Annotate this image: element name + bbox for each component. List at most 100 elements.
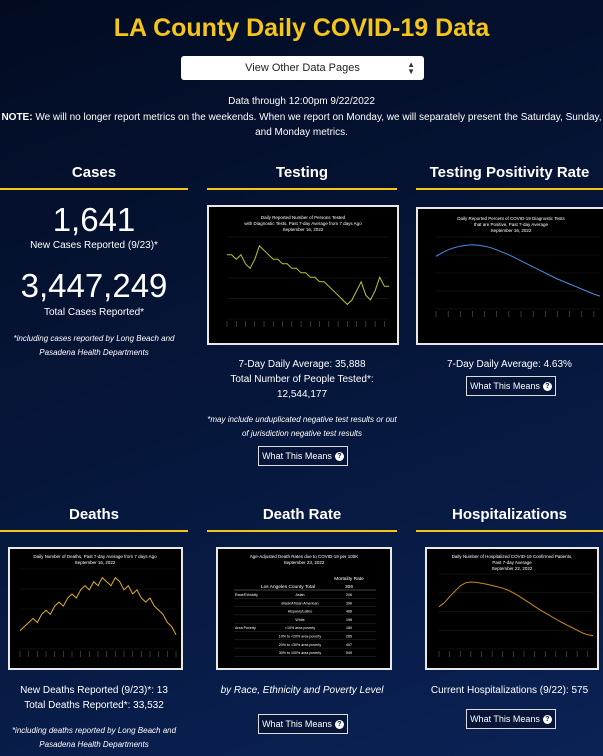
testing-chart-svg: Daily Reported Number of Persons Tested …: [226, 215, 389, 327]
deaths-series-line: [19, 576, 177, 635]
testing-footnote: *may include unduplicated negative test …: [207, 415, 397, 438]
table-row-label: White: [295, 618, 304, 622]
death-rate-table: Mortality Rate Los Angeles County Total 30…: [234, 576, 376, 657]
positivity-heading: Testing Positivity Rate: [429, 164, 590, 181]
hospitalizations-heading: Hospitalizations: [451, 506, 567, 523]
testing-chart-plot: [226, 236, 389, 327]
question-icon: ?: [334, 719, 344, 729]
table-row-value: 396: [346, 601, 352, 605]
total-deaths-label: Total Deaths Reported*: 33,532: [24, 700, 164, 711]
table-row-label: Hispanic/Latino: [288, 610, 313, 614]
testing-total-value: 12,544,177: [276, 389, 328, 400]
page-title: LA County Daily COVID-19 Data: [113, 14, 490, 42]
cases-heading: Cases: [71, 164, 117, 181]
select-arrows-icon: ▲ ▼: [407, 60, 415, 76]
death-rate-chart-title-1: Age-Adjusted Death Rates due to COVID-19…: [250, 554, 359, 559]
question-icon: ?: [542, 714, 552, 724]
button-label: What This Means: [262, 451, 332, 461]
deaths-rule: [0, 530, 188, 532]
death-rate-caption: by Race, Ethnicity and Poverty Level: [220, 685, 384, 696]
deaths-chart-svg: Daily Number of Deaths, Past 7-day Avera…: [19, 554, 177, 657]
button-label: What This Means: [262, 719, 332, 729]
positivity-chart-plot: [435, 236, 601, 317]
positivity-what-this-means-button[interactable]: What This Means?: [466, 376, 556, 396]
table-row-value: 206: [346, 593, 352, 597]
table-row-label: 30% to 100% area poverty: [279, 651, 322, 655]
table-row-value: 466: [346, 610, 352, 614]
testing-chart-title-2: with Diagnostic Tests, Past 7-day Averag…: [244, 221, 362, 226]
testing-chart-title-1: Daily Reported Number of Persons Tested: [261, 215, 346, 220]
positivity-chart-svg: Daily Reported Percent of COVID-19 Diagn…: [435, 216, 601, 317]
hosp-chart-title-1: Daily Number of Hospitalized COVID-19 Co…: [452, 554, 573, 559]
table-row-value: 549: [346, 651, 352, 655]
testing-what-this-means-button[interactable]: What This Means?: [258, 446, 348, 466]
new-cases-label: New Cases Reported (9/23)*: [30, 240, 158, 251]
weekend-note: NOTE: We will no longer report metrics o…: [0, 110, 603, 140]
positivity-chart-date: September 16, 2022: [491, 228, 532, 233]
current-hospitalizations: Current Hospitalizations (9/22): 575: [430, 685, 589, 696]
testing-series-line: [227, 244, 389, 306]
hospitalizations-series-line: [438, 581, 594, 637]
positivity-chart-title-1: Daily Reported Percent of COVID-19 Diagn…: [457, 216, 565, 221]
table-total-value: 306: [345, 584, 353, 590]
testing-rule: [207, 188, 397, 190]
death-rate-table-image[interactable]: Age-Adjusted Death Rates due to COVID-19…: [216, 547, 392, 670]
hospitalizations-what-this-means-button[interactable]: What This Means?: [466, 709, 556, 729]
new-cases-value: 1,641: [52, 201, 136, 238]
note-text: We will no longer report metrics on the …: [32, 112, 602, 138]
death-rate-table-svg: Age-Adjusted Death Rates due to COVID-19…: [234, 554, 376, 657]
table-row-value: 198: [346, 618, 352, 622]
table-total-label: Los Angeles County Total: [261, 584, 315, 590]
select-label: View Other Data Pages: [245, 62, 360, 74]
hospitalizations-chart-plot: [438, 573, 594, 657]
testing-chart-date: September 16, 2022: [283, 227, 324, 232]
question-icon: ?: [334, 451, 344, 461]
testing-chart[interactable]: Daily Reported Number of Persons Tested …: [207, 205, 399, 345]
table-row-value: 265: [346, 635, 352, 639]
positivity-avg: 7-Day Daily Average: 4.63%: [447, 359, 572, 370]
testing-avg: 7-Day Daily Average: 35,888: [238, 359, 366, 370]
total-cases-label: Total Cases Reported*: [43, 307, 145, 318]
deaths-heading: Deaths: [68, 506, 120, 523]
hospitalizations-chart[interactable]: Daily Number of Hospitalized COVID-19 Co…: [425, 547, 599, 670]
death-rate-rule: [207, 530, 397, 532]
data-through-text: Data through 12:00pm 9/22/2022: [228, 96, 375, 107]
deaths-footnote: *including deaths reported by Long Beach…: [11, 726, 177, 749]
death-rate-heading: Death Rate: [262, 506, 342, 523]
cases-rule: [0, 188, 188, 190]
new-deaths-label: New Deaths Reported (9/23)*: 13: [20, 685, 168, 696]
deaths-chart-title-1: Daily Number of Deaths, Past 7-day Avera…: [33, 554, 157, 559]
deaths-chart-plot: [19, 568, 177, 657]
table-group-label: Race/Ethnicity: [235, 593, 258, 597]
table-row-label: <10% area poverty: [285, 626, 315, 630]
hospitalizations-rule: [416, 530, 603, 532]
data-pages-select[interactable]: View Other Data Pages ▲ ▼: [181, 56, 424, 80]
button-label: What This Means: [470, 714, 540, 724]
table-row-value: 407: [346, 643, 352, 647]
deaths-chart-date: September 16, 2022: [75, 560, 116, 565]
table-row-label: 20% to <30% area poverty: [279, 643, 322, 647]
testing-heading: Testing: [275, 164, 329, 181]
hosp-chart-date: September 22, 2022: [492, 566, 533, 571]
death-rate-what-this-means-button[interactable]: What This Means?: [258, 714, 348, 734]
deaths-chart[interactable]: Daily Number of Deaths, Past 7-day Avera…: [8, 547, 183, 670]
table-col-header: Mortality Rate: [334, 576, 364, 582]
positivity-chart-title-2: that are Positive, Past 7-day Average: [474, 222, 548, 227]
total-cases-value: 3,447,249: [20, 267, 168, 304]
cases-footnote: *including cases reported by Long Beach …: [13, 334, 175, 357]
question-icon: ?: [542, 381, 552, 391]
table-row-label: Asian: [296, 593, 305, 597]
testing-total-label: Total Number of People Tested*:: [230, 374, 374, 385]
positivity-rule: [416, 188, 603, 190]
table-row-label: Black/African American: [282, 601, 319, 605]
button-label: What This Means: [470, 381, 540, 391]
table-row-value: 180: [346, 626, 352, 630]
table-group-label: Area Poverty: [235, 626, 256, 630]
death-rate-chart-date: September 23, 2022: [284, 560, 325, 565]
table-row-label: 10% to <20% area poverty: [279, 635, 322, 639]
note-label: NOTE:: [1, 112, 33, 123]
positivity-series-line: [435, 244, 601, 297]
positivity-chart[interactable]: Daily Reported Percent of COVID-19 Diagn…: [416, 207, 603, 345]
hospitalizations-chart-svg: Daily Number of Hospitalized COVID-19 Co…: [438, 554, 594, 657]
hosp-chart-title-2: Past 7-day Average: [492, 560, 532, 565]
